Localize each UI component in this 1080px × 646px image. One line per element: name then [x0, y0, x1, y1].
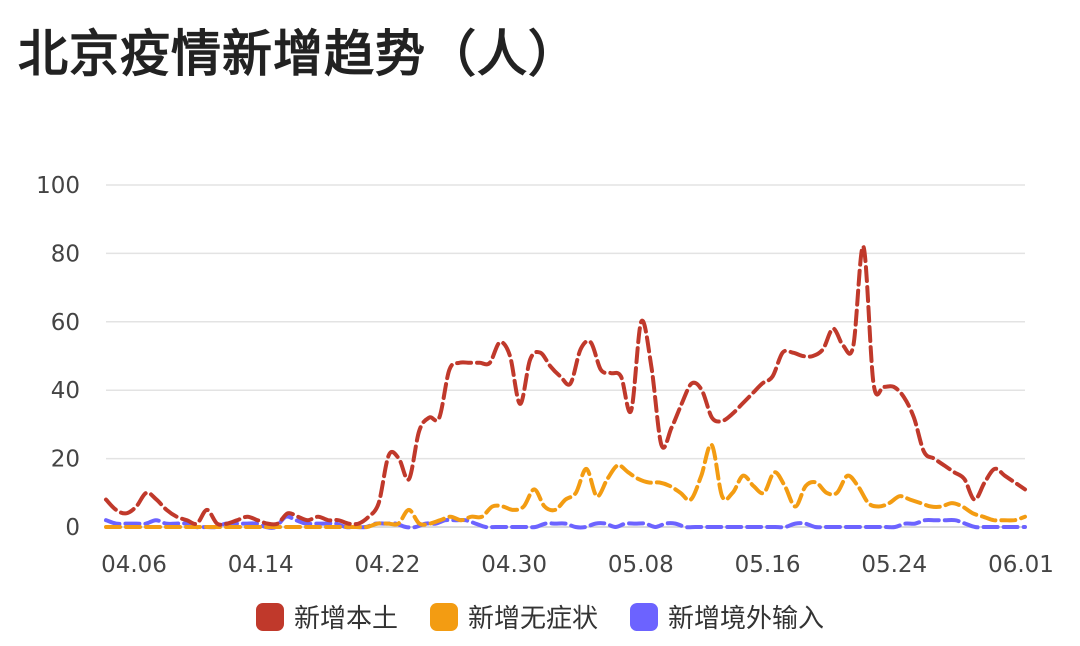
- series-imported-line: [104, 514, 1027, 530]
- y-axis-ticks: 100 80 60 40 20 0: [36, 173, 80, 541]
- series-lines: [104, 244, 1027, 530]
- x-tick-label: 04.14: [228, 552, 294, 578]
- y-tick-label: 0: [65, 515, 80, 541]
- legend-label-local: 新增本土: [293, 604, 398, 634]
- y-tick-label: 100: [36, 173, 80, 199]
- y-tick-label: 40: [51, 378, 80, 404]
- x-tick-label: 05.24: [861, 552, 927, 578]
- line-chart: 100 80 60 40 20 0 04.06 04.14 04.22 04.30 05.08 05…: [36, 173, 1054, 578]
- legend-item-imported[interactable]: 新增境外输入: [630, 598, 824, 635]
- grid-lines: [106, 184, 1025, 528]
- series-local-line: [104, 244, 1027, 527]
- y-tick-label: 80: [51, 241, 80, 267]
- legend-swatch-asymptomatic: [429, 602, 458, 631]
- legend-swatch-local: [255, 602, 284, 631]
- x-tick-label: 05.16: [735, 552, 801, 578]
- series-asymptomatic-line: [104, 442, 1027, 530]
- x-tick-label: 05.08: [608, 552, 674, 578]
- legend: 新增本土 新增无症状 新增境外输入: [0, 598, 1080, 635]
- x-tick-label: 04.22: [354, 552, 420, 578]
- y-tick-label: 60: [51, 310, 80, 336]
- x-tick-label: 04.06: [101, 552, 167, 578]
- y-tick-label: 20: [51, 447, 80, 473]
- legend-swatch-imported: [630, 602, 658, 631]
- legend-label-asymptomatic: 新增无症状: [467, 604, 598, 634]
- legend-label-imported: 新增境外输入: [668, 604, 825, 634]
- x-axis-ticks: 04.06 04.14 04.22 04.30 05.08 05.16 05.24 06.01: [101, 552, 1054, 578]
- legend-item-local[interactable]: 新增本土: [255, 598, 398, 635]
- legend-item-asymptomatic[interactable]: 新增无症状: [429, 598, 598, 635]
- x-tick-label: 04.30: [481, 552, 547, 578]
- x-tick-label: 06.01: [988, 552, 1054, 578]
- chart-title: 北京疫情新增趋势（人）: [18, 25, 579, 83]
